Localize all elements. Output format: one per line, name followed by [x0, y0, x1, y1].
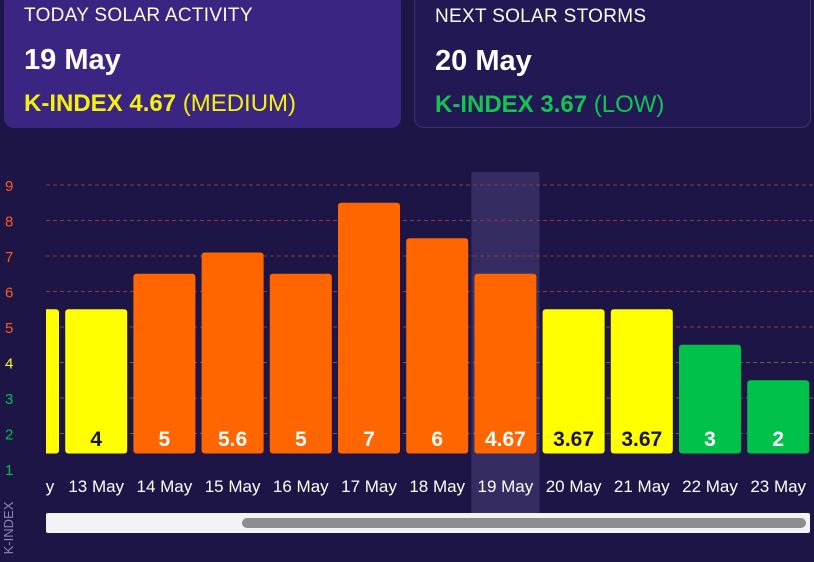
x-tick-label: 13 May: [68, 477, 124, 496]
chart-horizontal-scrollbar[interactable]: [46, 513, 810, 533]
x-tick-label: 17 May: [341, 477, 397, 496]
y-tick-label-3: 3: [5, 391, 13, 408]
today-k-index-value: K-INDEX 4.67: [24, 90, 177, 117]
x-tick-label: 18 May: [409, 477, 465, 496]
next-solar-storms-card: NEXT SOLAR STORMS 20 May K-INDEX 3.67 (L…: [414, 0, 811, 128]
y-tick-label-9: 9: [5, 178, 13, 195]
bar-value-label: 2: [772, 428, 784, 451]
bar-y[interactable]: [0, 309, 59, 454]
bar-value-label: 7: [363, 428, 375, 451]
bar-22-may[interactable]: [679, 344, 741, 454]
bar-14-may[interactable]: [133, 273, 196, 454]
y-tick-label-6: 6: [5, 285, 13, 302]
bar-value-label: 5.6: [218, 428, 247, 451]
bar-21-may[interactable]: [610, 309, 673, 454]
bar-value-label: 7: [22, 428, 34, 451]
x-tick-label: 21 May: [614, 477, 670, 496]
y-tick-label-1: 1: [5, 462, 13, 479]
bar-value-label: 4: [90, 428, 102, 451]
scrollbar-thumb[interactable]: [242, 518, 806, 528]
y-tick-label-4: 4: [5, 356, 13, 373]
next-k-index-level: (LOW): [593, 91, 665, 118]
bar-20-may[interactable]: [542, 309, 605, 454]
today-card-date: 19 May: [24, 44, 121, 76]
x-tick-label: y: [46, 477, 55, 496]
x-tick-label: 16 May: [273, 477, 329, 496]
bar-13-may[interactable]: [65, 309, 128, 454]
bar-value-label: 4.67: [485, 428, 526, 451]
bar-value-label: 5: [295, 428, 307, 451]
x-tick-label: 20 May: [546, 477, 602, 496]
next-card-date: 20 May: [435, 45, 532, 77]
today-k-index-level: (MEDIUM): [182, 90, 297, 117]
x-tick-label: 22 May: [682, 477, 738, 496]
y-tick-label-8: 8: [5, 214, 13, 231]
y-tick-label-2: 2: [5, 427, 13, 444]
today-k-index: K-INDEX 4.67 (MEDIUM): [24, 89, 381, 119]
bar-18-may[interactable]: [406, 238, 469, 454]
next-card-title: NEXT SOLAR STORMS: [435, 6, 647, 27]
x-tick-label: 19 May: [478, 477, 534, 496]
bar-value-label: 5: [159, 428, 171, 451]
bar-16-may[interactable]: [269, 273, 332, 454]
next-k-index-value: K-INDEX 3.67: [435, 91, 588, 118]
x-tick-label: 15 May: [205, 477, 261, 496]
today-solar-activity-card: TODAY SOLAR ACTIVITY 19 May K-INDEX 4.67…: [4, 0, 401, 128]
bar-23-may[interactable]: [747, 380, 810, 454]
next-k-index: K-INDEX 3.67 (LOW): [435, 90, 790, 120]
bar-value-label: 6: [431, 428, 443, 451]
bar-value-label: 3.67: [621, 428, 662, 451]
today-card-title: TODAY SOLAR ACTIVITY: [24, 5, 253, 26]
x-tick-label: 14 May: [137, 477, 193, 496]
bar-15-may[interactable]: [201, 252, 264, 454]
x-tick-label: 23 May: [750, 477, 806, 496]
y-tick-label-7: 7: [5, 249, 13, 266]
bar-17-may[interactable]: [338, 202, 400, 454]
bar-value-label: 3: [704, 428, 716, 451]
bar-value-label: 3.67: [553, 428, 594, 451]
y-tick-label-5: 5: [5, 320, 13, 337]
y-axis-title: K-INDEX: [1, 501, 16, 554]
bar-19-may[interactable]: [474, 273, 537, 454]
